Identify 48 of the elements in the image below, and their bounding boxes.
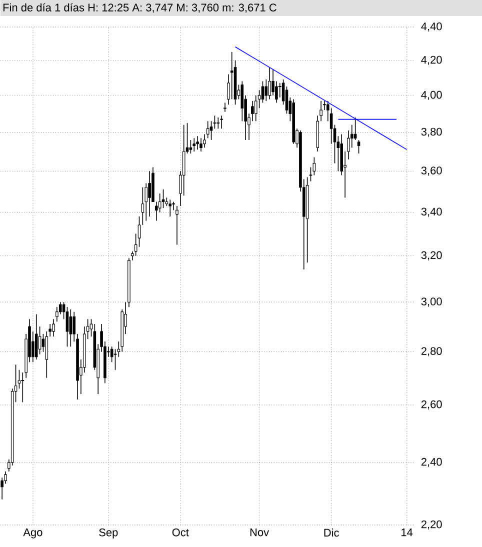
- candlestick: [66, 306, 68, 348]
- x-tick-label: Sep: [98, 528, 118, 538]
- candlestick: [261, 80, 264, 104]
- candlestick: [278, 82, 282, 98]
- chart-title: Fin de día 1 días H: 12:25 A: 3,747 M: 3,760 m: 3,671 C: [3, 3, 276, 13]
- candlestick: [230, 52, 234, 100]
- candlestick: [148, 170, 151, 217]
- candlestick: [138, 216, 140, 248]
- candlestick: [268, 66, 271, 100]
- candlestick: [52, 318, 55, 337]
- candlestick: [20, 372, 24, 403]
- candlestick: [196, 136, 199, 150]
- y-tick-label: 4,40: [420, 22, 442, 32]
- y-tick-label: 3,60: [421, 166, 442, 176]
- x-tick-label: Oct: [172, 528, 189, 536]
- y-tick-label: 4,20: [420, 56, 442, 65]
- candlestick: [175, 206, 178, 246]
- candlestick: [34, 314, 38, 360]
- candlestick: [319, 100, 322, 122]
- x-tick-label: Ago: [22, 528, 42, 538]
- candlestick: [285, 86, 288, 114]
- candlestick: [219, 115, 224, 130]
- y-tick-label: 3,20: [421, 251, 442, 260]
- x-tick-label: Dic: [324, 528, 339, 537]
- candlestick: [69, 308, 72, 348]
- candlestick: [38, 326, 42, 355]
- candlestick: [216, 117, 220, 130]
- y-tick-label: 2,60: [421, 400, 442, 410]
- y-tick-label: 3,00: [421, 298, 442, 307]
- candlestick: [222, 102, 227, 112]
- candlestick: [189, 140, 192, 154]
- y-tick-label: 2,20: [421, 520, 442, 530]
- candlestick: [192, 138, 196, 152]
- candlestick: [171, 201, 176, 211]
- y-tick-label: 2,80: [421, 347, 442, 356]
- candlestick: [141, 186, 144, 226]
- candlestick: [199, 138, 202, 152]
- candlestick: [264, 79, 268, 102]
- y-tick-label: 3,40: [421, 208, 442, 217]
- y-tick-label: 4,00: [420, 90, 442, 100]
- x-tick-label: 14: [401, 528, 412, 536]
- x-tick-label: Nov: [250, 528, 269, 536]
- candlestick: [354, 117, 357, 140]
- candlestick: [168, 199, 172, 217]
- candlestick: [210, 120, 213, 140]
- y-tick-label: 3,80: [421, 128, 442, 137]
- y-tick-label: 2,40: [421, 458, 442, 468]
- candlestick: [357, 140, 360, 154]
